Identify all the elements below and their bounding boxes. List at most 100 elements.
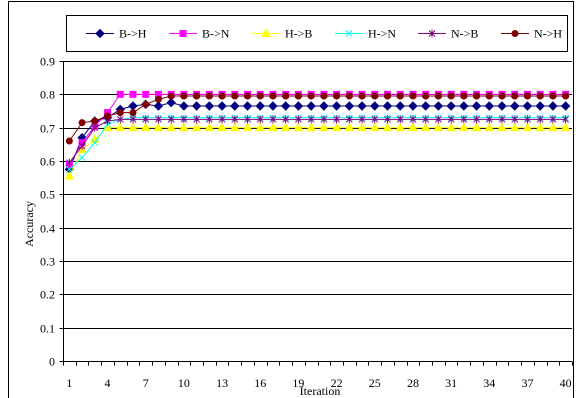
point-b-h-25: [370, 101, 380, 111]
point-h-b-34: [484, 122, 495, 132]
point-n-b-28: [409, 115, 417, 124]
point-n-b-3: [91, 123, 99, 132]
point-n-b-22: [333, 115, 340, 124]
legend-marker: [428, 29, 436, 38]
legend-label: N->H: [534, 27, 562, 41]
point-n-b-1: [66, 158, 73, 167]
x-tick-label: 22: [331, 376, 343, 390]
legend-item-h-b: H->B: [252, 27, 312, 41]
legend-label: N->B: [451, 27, 478, 41]
series-n-h: [65, 92, 570, 145]
point-h-b-23: [344, 122, 355, 132]
point-n-b-5: [116, 115, 124, 124]
point-n-b-33: [473, 115, 480, 124]
point-h-b-20: [306, 122, 316, 132]
point-n-b-27: [396, 115, 404, 124]
y-tick-label: 0.2: [40, 288, 55, 302]
gridlines: [63, 61, 572, 329]
x-tick-label: 31: [445, 376, 457, 390]
point-h-b-40: [560, 122, 571, 132]
point-h-b-1: [64, 170, 75, 180]
point-n-h-11: [193, 92, 201, 100]
point-n-h-1: [65, 137, 73, 145]
point-b-h-11: [191, 101, 202, 111]
point-n-h-27: [396, 92, 404, 100]
series-line-b-h: [68, 102, 566, 170]
legend-marker: [261, 28, 271, 37]
point-n-h-39: [549, 92, 557, 100]
point-n-b-8: [155, 115, 162, 124]
point-n-b-11: [193, 115, 200, 124]
axes: 0 0.1 0.2 0.3 0.4 0.5 0.6 0.7 0.8 0.9 1 4 7 10 13 16 19 2…: [40, 55, 573, 390]
legend-label: B->H: [119, 27, 147, 41]
point-b-h-16: [255, 101, 265, 111]
x-tick-label: 19: [292, 376, 304, 390]
point-n-h-12: [205, 92, 213, 100]
point-n-b-39: [549, 115, 557, 124]
point-n-b-16: [256, 115, 264, 124]
point-b-h-19: [293, 101, 304, 111]
point-h-n-1: [66, 165, 73, 173]
point-b-h-14: [230, 101, 240, 111]
point-n-h-21: [320, 92, 328, 100]
point-h-b-24: [357, 122, 367, 132]
point-h-b-25: [369, 122, 380, 132]
point-n-b-23: [345, 115, 353, 124]
point-n-b-32: [460, 115, 468, 124]
point-h-b-38: [535, 122, 546, 132]
series-n-b: [66, 115, 569, 167]
point-h-b-22: [331, 122, 342, 132]
point-n-b-17: [269, 115, 277, 124]
point-b-n-5: [116, 90, 124, 98]
series-line-b-n: [68, 93, 566, 165]
point-h-b-17: [268, 122, 278, 132]
point-n-b-12: [205, 115, 213, 124]
point-b-h-40: [560, 101, 571, 111]
series-line-h-n: [69, 117, 566, 170]
point-b-h-15: [242, 101, 253, 111]
point-h-b-39: [548, 122, 558, 132]
point-h-b-37: [522, 122, 533, 132]
y-tick-label: 0.9: [40, 55, 55, 69]
chart-area-border: [8, 1, 574, 398]
y-tick-label: 0.1: [40, 322, 55, 336]
point-n-h-5: [116, 109, 124, 117]
point-b-h-29: [420, 101, 431, 111]
point-n-b-18: [282, 115, 290, 124]
point-h-b-10: [179, 122, 189, 132]
legend-item-b-n: B->N: [169, 27, 230, 41]
point-h-b-12: [204, 122, 215, 132]
point-n-b-25: [371, 115, 379, 124]
point-h-b-9: [166, 122, 177, 132]
legend-item-n-b: N->B: [418, 27, 478, 41]
x-tick-label: 40: [560, 376, 572, 390]
series-h-n: [66, 114, 569, 173]
point-b-h-37: [522, 101, 533, 111]
point-b-h-8: [153, 101, 164, 111]
point-b-h-28: [408, 101, 418, 111]
point-n-h-7: [142, 100, 150, 108]
point-n-h-30: [434, 92, 442, 100]
point-n-h-32: [460, 92, 468, 100]
point-n-h-40: [562, 92, 570, 100]
point-b-h-18: [280, 101, 291, 111]
point-h-b-8: [153, 122, 164, 132]
y-axis-title: Accuracy: [22, 201, 36, 247]
point-n-h-15: [244, 92, 252, 100]
point-h-b-6: [128, 122, 138, 132]
legend-label: H->N: [368, 27, 396, 41]
point-h-b-18: [280, 122, 291, 132]
series-layer: [64, 90, 571, 180]
point-n-b-2: [78, 142, 86, 150]
point-b-h-32: [459, 101, 469, 111]
legend-item-n-h: N->H: [501, 27, 562, 41]
series-line-h-b: [68, 127, 566, 177]
point-n-h-28: [409, 92, 417, 100]
x-tick-label: 16: [254, 376, 266, 390]
point-n-h-16: [256, 92, 264, 100]
point-h-b-28: [408, 122, 418, 132]
point-b-n-6: [129, 90, 137, 98]
y-tick-label: 0.5: [40, 188, 55, 202]
point-n-h-33: [473, 92, 481, 100]
